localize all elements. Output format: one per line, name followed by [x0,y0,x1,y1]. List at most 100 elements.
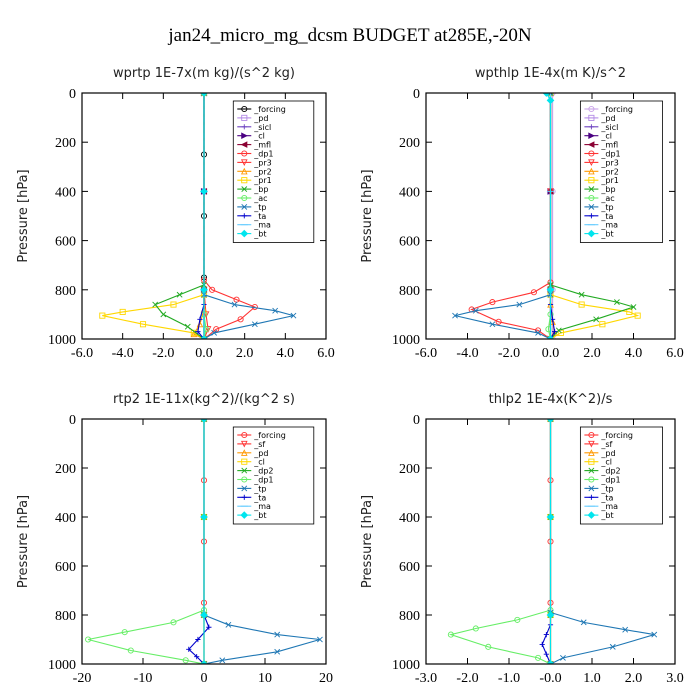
p4-y-axis-label: Pressure [hPa] [360,495,375,588]
p1-x-tick-label: 0.0 [195,346,213,361]
p4-point-dp1 [485,643,492,650]
p2-point-pr1 [578,301,585,308]
p2-point-bp [555,327,562,334]
p2-legend-marker-tp [588,203,595,210]
p1-title: wprtp 1E-7x(m kg)/(s^2 kg) [113,66,295,81]
p2-point-tp [472,307,479,314]
p1-point-bp [184,323,191,330]
p4-y-tick-label: 800 [399,609,420,624]
p1-legend-label-tp: _tp [253,203,266,212]
p1-point-pr1 [139,321,147,328]
panel-4: thlp2 1E-4x(K^2)/s Pressure [hPa] -3.0 -2.0… [360,392,684,686]
p2-point-tp [535,329,541,336]
p1-point-bp [160,311,167,318]
p1-legend-label-sicl: _sicl [253,123,271,132]
p3-legend-label-cl: _cl [253,458,265,467]
p4-series-group [447,419,658,664]
p2-point-ta [552,329,558,335]
p4-y-tick-label: 600 [399,560,420,575]
p2-y-tick-label: 400 [399,185,420,200]
p1-point-bt [200,93,208,97]
p2-point-tp [452,312,458,319]
p2-point-bt [546,335,555,339]
p1-point-bt [200,285,208,294]
p4-point-tp [560,654,566,661]
p3-y-tick-label: 400 [55,511,76,526]
p4-point-dp1 [472,625,479,632]
p2-point-bt [546,96,555,105]
p1-point-bt [200,335,208,339]
p1-legend-label-ac: _ac [253,194,267,203]
p1-frame [81,92,327,340]
p4-legend-label-ta: _ta [600,493,613,502]
p4-point-bt [546,513,555,521]
p2-legend-label-dp1: _dp1 [600,150,620,159]
p2-series-tp [454,93,552,339]
p3-y-tick-label: 800 [55,609,76,624]
p2-point-bp [593,316,600,323]
p3-series-ta [188,419,210,664]
p2-legend-label-mfl: _mfl [600,141,618,150]
p2-legend-marker-forcing [588,105,595,113]
p2-point-tp [489,321,496,328]
p1-legend-label-dp1: _dp1 [253,150,273,159]
p4-legend-marker-dp2 [588,467,595,474]
p4-x-tick-label: -3.0 [415,671,437,686]
p1-point-pr3 [204,326,212,333]
p2-legend-marker-pr2 [588,167,595,175]
p4-point-tp [651,631,658,638]
p3-legend-marker-sf [240,440,248,448]
p4-series-ta [541,419,552,664]
p3-frame [81,418,327,665]
p4-series-tp [549,419,655,664]
p2-legend-label-pr2: _pr2 [600,167,618,176]
p2-point-tp [516,301,523,308]
p4-point-tp [609,643,616,650]
p3-point-dp1 [127,647,134,654]
p2-x-tick-label: 0.0 [542,346,560,361]
p1-point-ta [195,329,201,335]
p3-point-ta [206,624,212,630]
p1-legend-marker-pd [241,114,248,121]
p1-x-tick-label: -6.0 [71,346,93,361]
p2-y-tick-label: 1000 [392,333,420,348]
p1-series-pr1 [102,93,205,339]
p2-legend-marker-ac [588,194,595,202]
p1-legend-label-bt: _bt [253,230,266,239]
p3-legend-label-bt: _bt [253,511,266,520]
p1-series-ta [197,93,205,339]
p4-point-tp [622,626,629,633]
p1-y-tick-label: 400 [55,185,76,200]
p3-y-tick-label: 1000 [48,658,76,673]
p2-point-pr1 [634,312,641,319]
p4-legend-label-tp: _tp [600,484,613,493]
p4-legend-label-ma: _ma [600,502,618,511]
p4-point-ta [543,651,549,657]
p2-legend-label-ac: _ac [600,194,614,203]
p3-y-tick-label: 0 [69,413,76,428]
p4-x-tick-label: -0.0 [539,671,561,686]
p3-legend-marker-dp2 [241,467,248,474]
p3-x-tick-label: 0 [201,671,208,686]
p1-point-ta [197,316,203,322]
p2-legend-marker-cl [588,132,595,140]
p4-y-tick-label: 400 [399,511,420,526]
p1-legend-marker-pr2 [240,167,248,175]
p2-legend-label-pd: _pd [600,114,615,123]
p3-legend-box [232,426,315,525]
p1-legend-marker-tp [241,203,248,210]
p4-legend-marker-bt [587,511,596,519]
p4-legend-marker-cl [588,458,595,465]
p2-legend-marker-ta [588,213,594,219]
p1-legend-label-pr2: _pr2 [253,167,271,176]
p3-series-dp1 [87,419,205,664]
p4-point-bt [546,419,555,423]
p1-point-tp [211,329,218,336]
p3-point-ta [194,654,200,660]
p4-point-dp1 [447,631,454,638]
p4-y-tick-label: 200 [399,462,420,477]
p2-series-bt [545,93,552,339]
p2-legend-marker-bt [587,229,596,238]
p4-point-tp [580,619,587,626]
p3-legend: _forcing_sf_pd_cl_dp2_dp1_tp_ta_ma_bt [232,426,315,525]
